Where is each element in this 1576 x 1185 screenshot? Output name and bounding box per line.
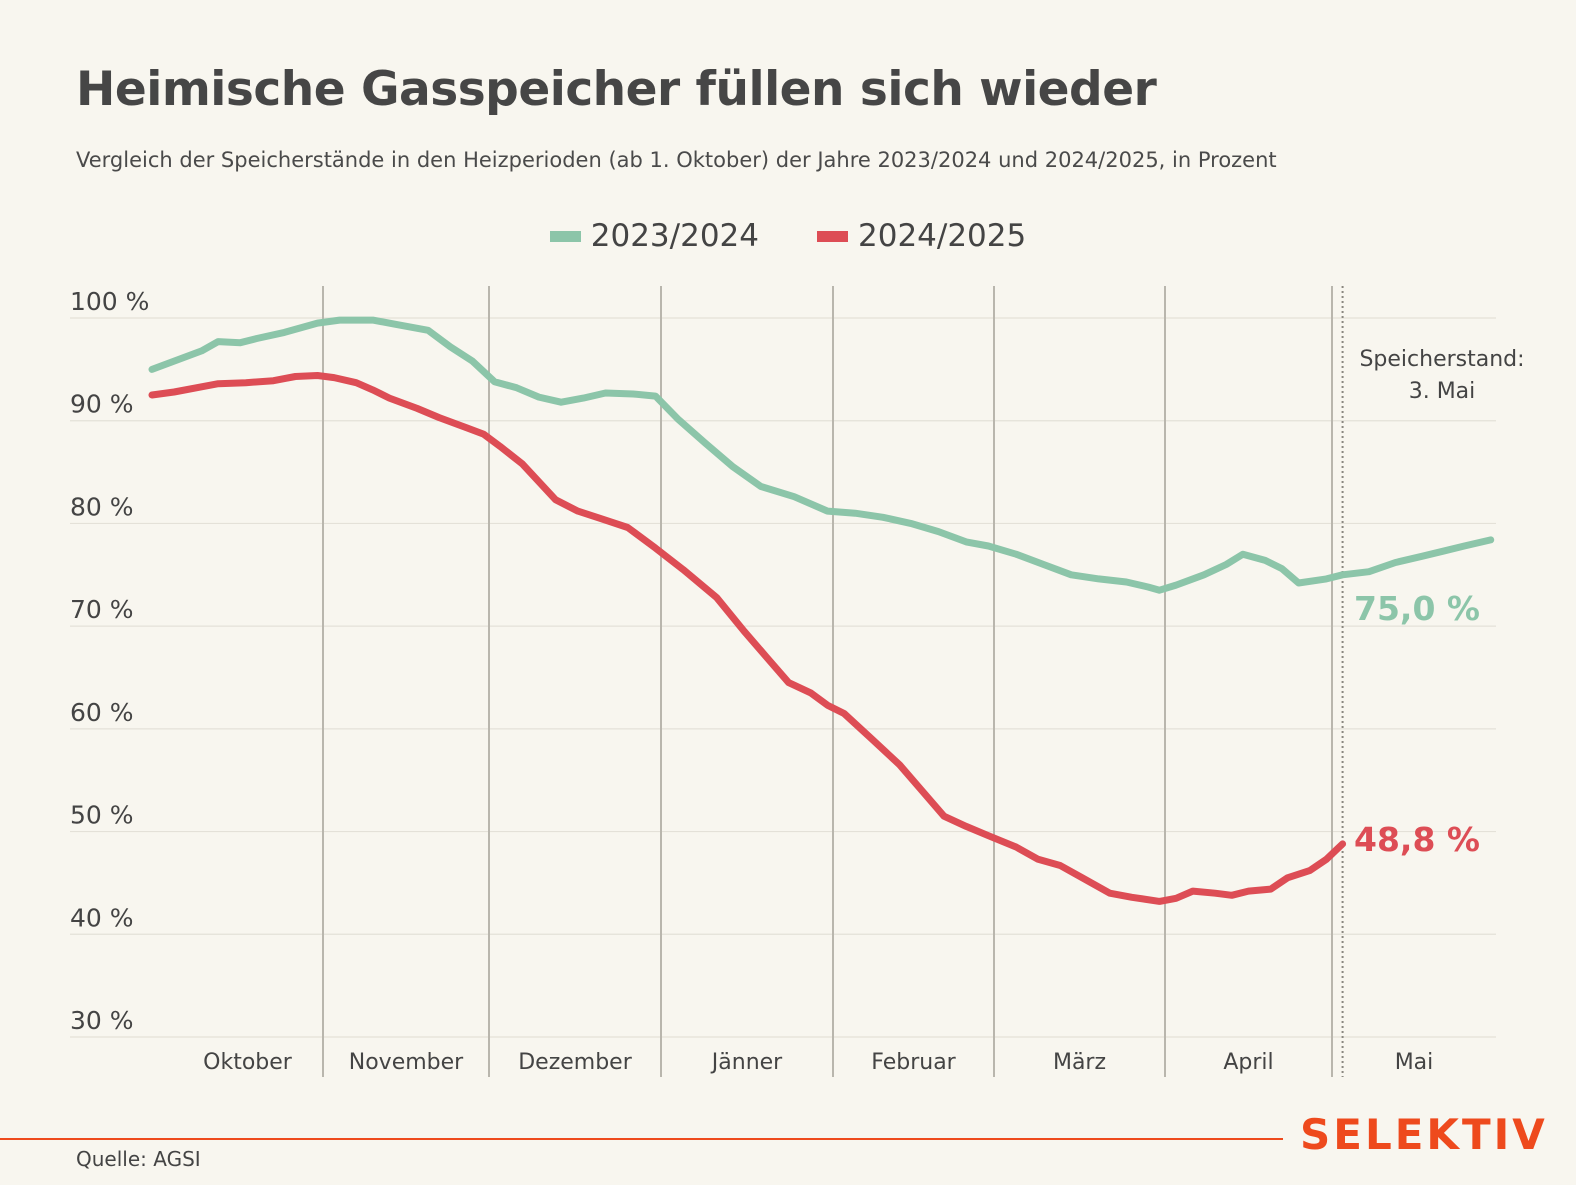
x-tick-label-1: Oktober xyxy=(203,1050,293,1075)
x-tick-label-3: Dezember xyxy=(518,1050,632,1075)
footer-rule xyxy=(0,1138,1283,1140)
y-tick-label-70: 70 % xyxy=(70,595,134,624)
legend-item-2023-2024: 2023/2024 xyxy=(549,218,759,254)
legend-item-2024-2025: 2024/2025 xyxy=(817,218,1026,254)
chart-subtitle: Vergleich der Speicherstände in den Heiz… xyxy=(76,148,1277,172)
y-tick-label-50: 50 % xyxy=(70,801,134,830)
chart-title: Heimische Gasspeicher füllen sich wieder xyxy=(76,62,1157,117)
x-tick-label-2: November xyxy=(349,1050,464,1075)
x-tick-label-6: März xyxy=(1053,1050,1106,1075)
y-tick-label-100: 100 % xyxy=(70,287,149,316)
x-tick-label-7: April xyxy=(1223,1050,1273,1075)
y-tick-label-60: 60 % xyxy=(70,698,134,727)
series-lines xyxy=(148,316,1495,905)
y-axis-tick-labels: 100 % 90 % 80 % 70 % 60 % 50 % 40 % 30 % xyxy=(70,287,149,1035)
source-note: Quelle: AGSI xyxy=(76,1147,201,1171)
month-dividers xyxy=(322,286,1333,1077)
y-tick-label-40: 40 % xyxy=(70,903,134,932)
marker-annotation-line2: 3. Mai xyxy=(1409,379,1476,404)
series-line-2023-2024 xyxy=(148,316,1495,594)
x-tick-label-8: Mai xyxy=(1395,1050,1434,1075)
brand-logo: SELEKTIV xyxy=(1300,1110,1548,1159)
legend-swatch-2024-2025 xyxy=(817,230,848,242)
series-line-2024-2025 xyxy=(148,372,1347,905)
y-tick-label-80: 80 % xyxy=(70,492,134,521)
y-tick-label-30: 30 % xyxy=(70,1006,134,1035)
x-tick-label-5: Februar xyxy=(871,1050,956,1075)
x-axis-month-labels: Oktober November Dezember Jänner Februar März… xyxy=(203,1050,1433,1075)
marker-annotation-line1: Speicherstand: xyxy=(1359,347,1524,372)
gridlines xyxy=(70,317,1496,1038)
value-label-2023-2024: 75,0 % xyxy=(1354,589,1480,628)
x-tick-label-4: Jänner xyxy=(710,1050,783,1075)
legend-label-2024-2025: 2024/2025 xyxy=(858,218,1027,254)
value-label-2024-2025: 48,8 % xyxy=(1354,820,1480,859)
legend-label-2023-2024: 2023/2024 xyxy=(590,218,759,254)
legend-swatch-2023-2024 xyxy=(549,230,581,242)
y-tick-label-90: 90 % xyxy=(70,390,134,419)
chart-legend: 2023/2024 2024/2025 xyxy=(0,218,1576,254)
